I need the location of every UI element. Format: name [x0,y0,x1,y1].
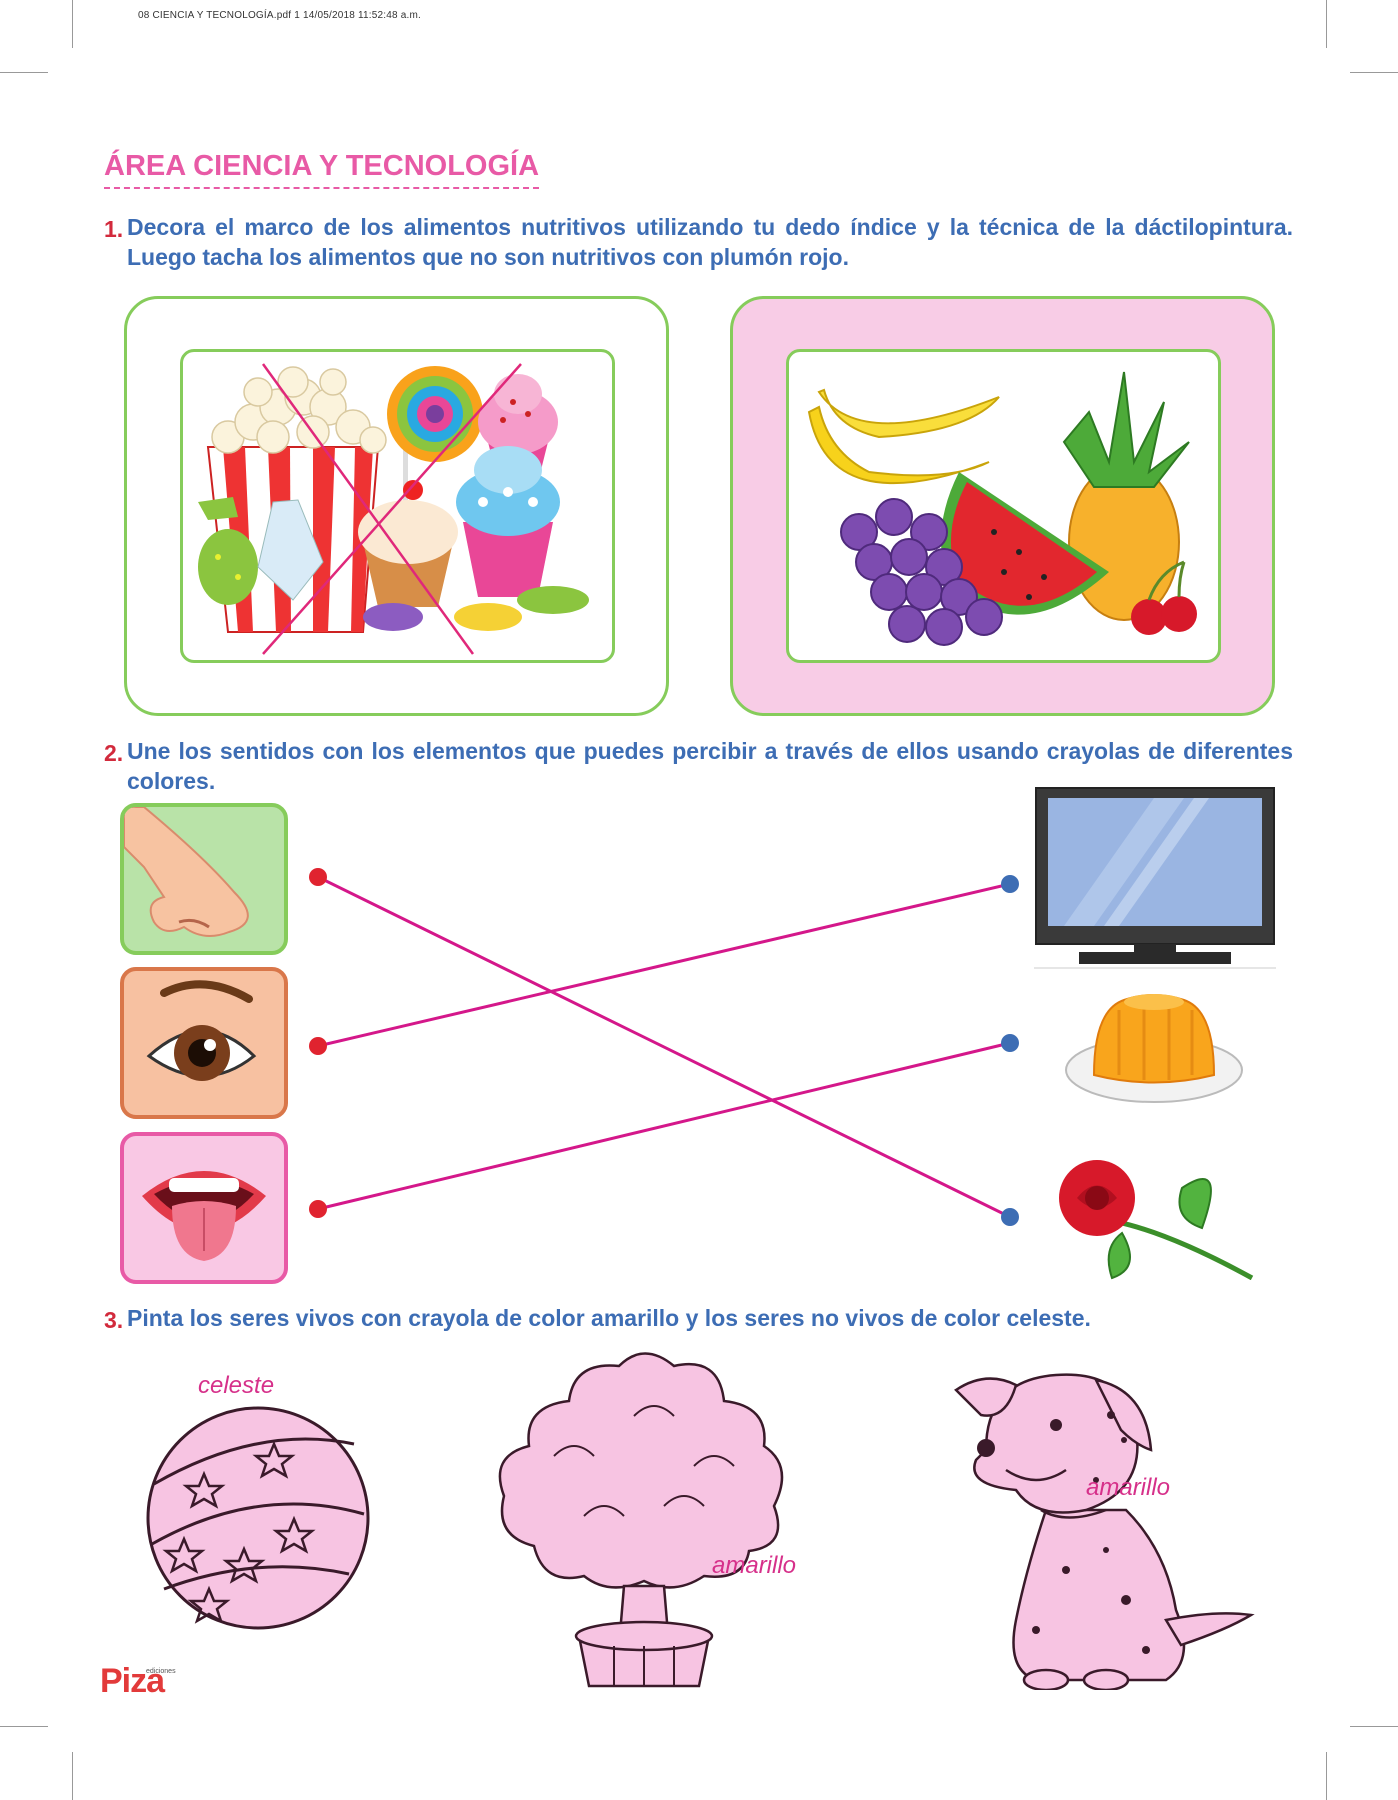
eye-icon [146,980,257,1081]
plant-color-label: amarillo [712,1552,797,1579]
plant-icon[interactable] [494,1346,792,1690]
crop-mark [1326,0,1327,48]
crop-mark [1350,72,1398,73]
dog-icon[interactable] [946,1370,1258,1690]
crop-mark [72,1752,73,1800]
question-3-text: Pinta los seres vivos con crayola de col… [127,1305,1091,1331]
junk-food-icon [198,363,589,655]
dot-nose[interactable] [309,868,327,886]
question-2-number: 2. [104,740,124,766]
mouth-icon [142,1171,266,1261]
match-line-eye-tv [317,882,1011,1048]
tv-icon [1034,787,1276,969]
sense-nose-tile [120,803,288,955]
dot-eye[interactable] [309,1037,327,1055]
jelly-icon [1065,994,1243,1103]
publisher-logo-sub: ediciones [146,1668,176,1675]
crop-mark [1326,1752,1327,1800]
question-3-number: 3. [104,1307,124,1333]
ball-icon[interactable] [144,1404,372,1632]
dot-mouth[interactable] [309,1200,327,1218]
crop-mark [1350,1726,1398,1727]
fruit-picture [786,349,1221,663]
print-info: 08 CIENCIA Y TECNOLOGÍA.pdf 1 14/05/2018… [138,10,421,21]
question-2-text: Une los sentidos con los elementos que p… [127,738,1293,794]
dot-rose[interactable] [1001,1208,1019,1226]
nose-icon [124,807,249,937]
question-1-number: 1. [104,216,124,242]
crop-mark [0,72,48,73]
match-line-mouth-jelly [317,1041,1011,1211]
dot-tv[interactable] [1001,875,1019,893]
page-title: ÁREA CIENCIA Y TECNOLOGÍA [104,150,540,189]
sense-mouth-tile [120,1132,288,1284]
publisher-logo: Piza [100,1662,165,1700]
junk-food-picture [180,349,615,663]
question-1-text: Decora el marco de los alimentos nutriti… [127,214,1293,270]
rose-icon [1059,1160,1254,1280]
crop-mark [0,1726,48,1727]
sense-eye-tile [120,967,288,1119]
fruit-icon [807,371,1197,646]
crop-mark [72,0,73,48]
ball-color-label: celeste [198,1372,275,1399]
match-line-nose-rose [317,875,1011,1219]
dog-color-label: amarillo [1086,1474,1171,1501]
dot-jelly[interactable] [1001,1034,1019,1052]
